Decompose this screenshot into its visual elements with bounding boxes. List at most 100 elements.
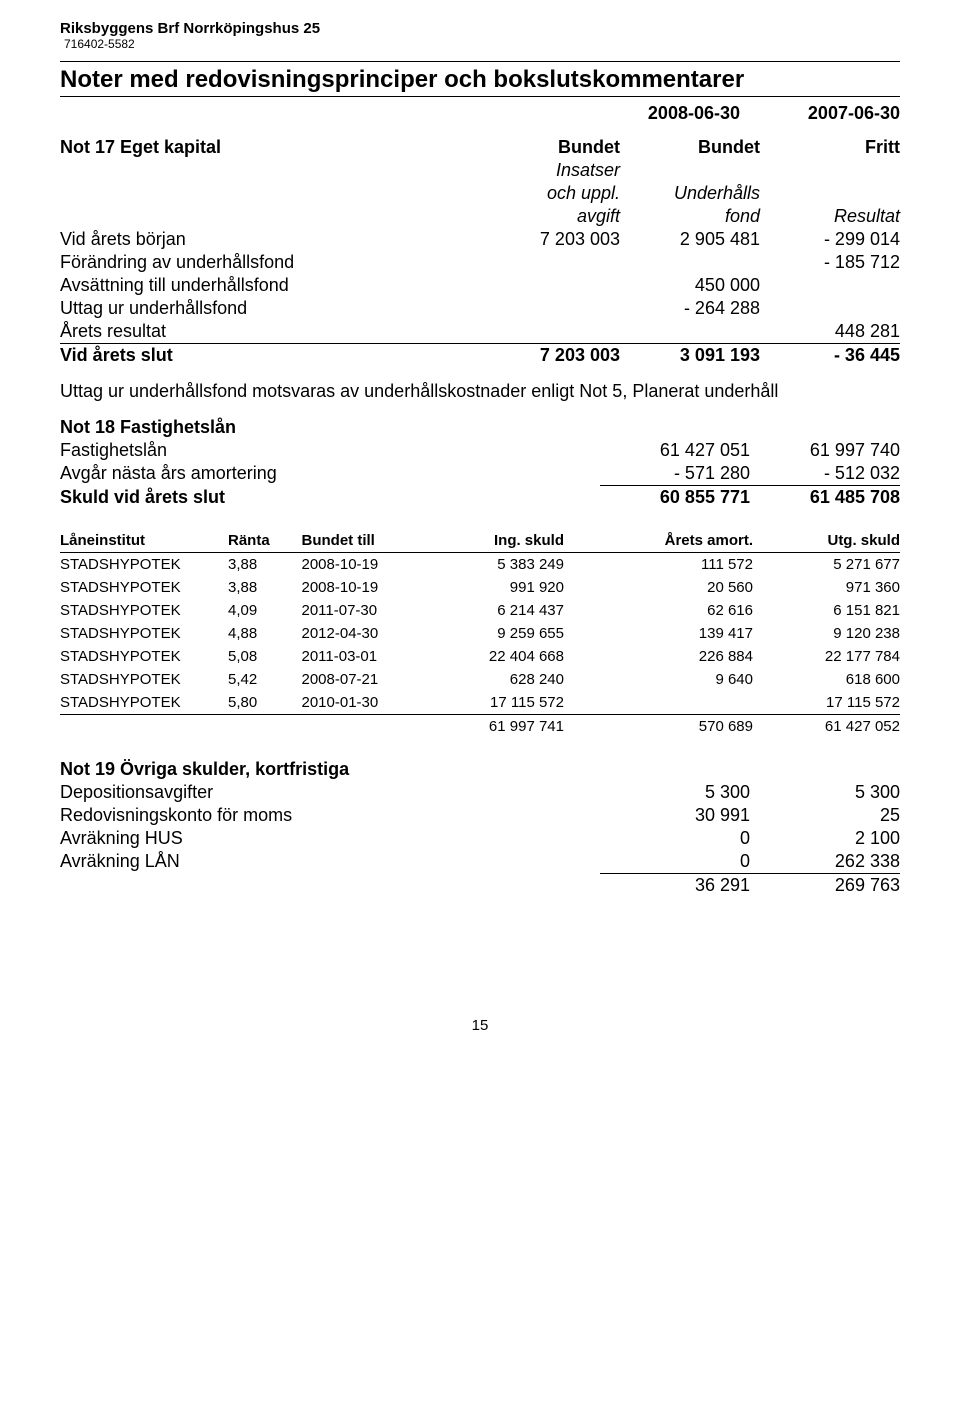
- not17-sub2a: Underhålls: [620, 182, 760, 205]
- table-row: STADSHYPOTEK4,882012-04-309 259 655139 4…: [60, 622, 900, 645]
- table-row: STADSHYPOTEK5,082011-03-0122 404 668226 …: [60, 645, 900, 668]
- loan-date: 2010-01-30: [302, 691, 428, 715]
- table-row-label: Uttag ur underhållsfond: [60, 297, 480, 320]
- loan-date: 2012-04-30: [302, 622, 428, 645]
- loan-table: Låneinstitut Ränta Bundet till Ing. skul…: [60, 529, 900, 738]
- table-cell: 25: [750, 804, 900, 827]
- loan-date: 2008-10-19: [302, 553, 428, 577]
- table-cell: 30 991: [600, 804, 750, 827]
- loan-inst: STADSHYPOTEK: [60, 576, 228, 599]
- loan-ing: 628 240: [428, 668, 565, 691]
- loan-rate: 5,42: [228, 668, 302, 691]
- loan-ing: 17 115 572: [428, 691, 565, 715]
- not18-end-a: 60 855 771: [600, 486, 750, 510]
- table-row: STADSHYPOTEK5,802010-01-3017 115 57217 1…: [60, 691, 900, 715]
- loan-rate: 5,08: [228, 645, 302, 668]
- loan-inst: STADSHYPOTEK: [60, 691, 228, 715]
- table-row: STADSHYPOTEK3,882008-10-19991 92020 5609…: [60, 576, 900, 599]
- title-bar: Noter med redovisningsprinciper och boks…: [60, 61, 900, 97]
- org-name: Riksbyggens Brf Norrköpingshus 25: [60, 20, 900, 37]
- table-cell: - 571 280: [600, 462, 750, 486]
- not19-table: Not 19 Övriga skulder, kortfristiga Depo…: [60, 758, 900, 897]
- table-cell: 7 203 003: [480, 228, 620, 251]
- loan-inst: STADSHYPOTEK: [60, 599, 228, 622]
- loan-rate: 4,88: [228, 622, 302, 645]
- table-cell: 0: [600, 827, 750, 850]
- not17-end-label: Vid årets slut: [60, 344, 480, 368]
- loan-amort: 111 572: [564, 553, 753, 577]
- not18-end-label: Skuld vid årets slut: [60, 486, 600, 510]
- page-number: 15: [60, 1017, 900, 1034]
- table-cell: [480, 251, 620, 274]
- table-cell: - 185 712: [760, 251, 900, 274]
- loan-utg: 17 115 572: [753, 691, 900, 715]
- loan-utg: 5 271 677: [753, 553, 900, 577]
- loan-date: 2011-03-01: [302, 645, 428, 668]
- not17-col3: Fritt: [760, 136, 900, 159]
- loan-total-utg: 61 427 052: [753, 715, 900, 739]
- table-row: STADSHYPOTEK4,092011-07-306 214 43762 61…: [60, 599, 900, 622]
- loan-rate: 5,80: [228, 691, 302, 715]
- not17-heading: Not 17 Eget kapital: [60, 136, 480, 159]
- loan-amort: 139 417: [564, 622, 753, 645]
- table-row-label: Avräkning HUS: [60, 827, 600, 850]
- loan-hdr-amort: Årets amort.: [564, 529, 753, 553]
- table-cell: 5 300: [750, 781, 900, 804]
- loan-amort: 62 616: [564, 599, 753, 622]
- loan-utg: 618 600: [753, 668, 900, 691]
- loan-ing: 9 259 655: [428, 622, 565, 645]
- loan-hdr-inst: Låneinstitut: [60, 529, 228, 553]
- table-cell: [620, 320, 760, 344]
- not17-col1: Bundet: [480, 136, 620, 159]
- year-prior: 2007-06-30: [740, 103, 900, 124]
- table-row-label: Redovisningskonto för moms: [60, 804, 600, 827]
- table-cell: [480, 274, 620, 297]
- note-text: Uttag ur underhållsfond motsvaras av und…: [60, 381, 900, 402]
- not17-col2: Bundet: [620, 136, 760, 159]
- table-cell: 448 281: [760, 320, 900, 344]
- table-cell: 450 000: [620, 274, 760, 297]
- not19-heading: Not 19 Övriga skulder, kortfristiga: [60, 758, 600, 781]
- table-cell: 2 905 481: [620, 228, 760, 251]
- loan-inst: STADSHYPOTEK: [60, 553, 228, 577]
- not17-end-c1: 7 203 003: [480, 344, 620, 368]
- loan-amort: 226 884: [564, 645, 753, 668]
- table-cell: 61 427 051: [600, 439, 750, 462]
- table-row-label: Avsättning till underhållsfond: [60, 274, 480, 297]
- org-number: 716402-5582: [60, 37, 900, 51]
- not19-total-a: 36 291: [600, 874, 750, 898]
- table-cell: 2 100: [750, 827, 900, 850]
- loan-inst: STADSHYPOTEK: [60, 645, 228, 668]
- loan-ing: 991 920: [428, 576, 565, 599]
- table-cell: 0: [600, 850, 750, 874]
- loan-amort: 20 560: [564, 576, 753, 599]
- loan-inst: STADSHYPOTEK: [60, 668, 228, 691]
- loan-ing: 6 214 437: [428, 599, 565, 622]
- not17-sub3: Resultat: [760, 205, 900, 228]
- table-cell: [760, 297, 900, 320]
- table-row-label: Avräkning LÅN: [60, 850, 600, 874]
- loan-utg: 6 151 821: [753, 599, 900, 622]
- table-row-label: Årets resultat: [60, 320, 480, 344]
- not17-sub1a: Insatser: [480, 159, 620, 182]
- table-row: STADSHYPOTEK5,422008-07-21628 2409 64061…: [60, 668, 900, 691]
- table-row-label: Fastighetslån: [60, 439, 600, 462]
- table-row-label: Depositionsavgifter: [60, 781, 600, 804]
- not17-end-c3: - 36 445: [760, 344, 900, 368]
- loan-rate: 3,88: [228, 576, 302, 599]
- table-cell: - 264 288: [620, 297, 760, 320]
- not17-table: Not 17 Eget kapital Bundet Bundet Fritt …: [60, 136, 900, 367]
- table-row-label: Förändring av underhållsfond: [60, 251, 480, 274]
- year-row: 2008-06-30 2007-06-30: [60, 103, 900, 124]
- table-cell: [620, 251, 760, 274]
- loan-hdr-date: Bundet till: [302, 529, 428, 553]
- loan-total-ing: 61 997 741: [428, 715, 565, 739]
- year-current: 2008-06-30: [580, 103, 740, 124]
- table-cell: [480, 320, 620, 344]
- loan-total-amort: 570 689: [564, 715, 753, 739]
- loan-amort: 9 640: [564, 668, 753, 691]
- loan-amort: [564, 691, 753, 715]
- loan-rate: 3,88: [228, 553, 302, 577]
- loan-utg: 9 120 238: [753, 622, 900, 645]
- table-cell: 262 338: [750, 850, 900, 874]
